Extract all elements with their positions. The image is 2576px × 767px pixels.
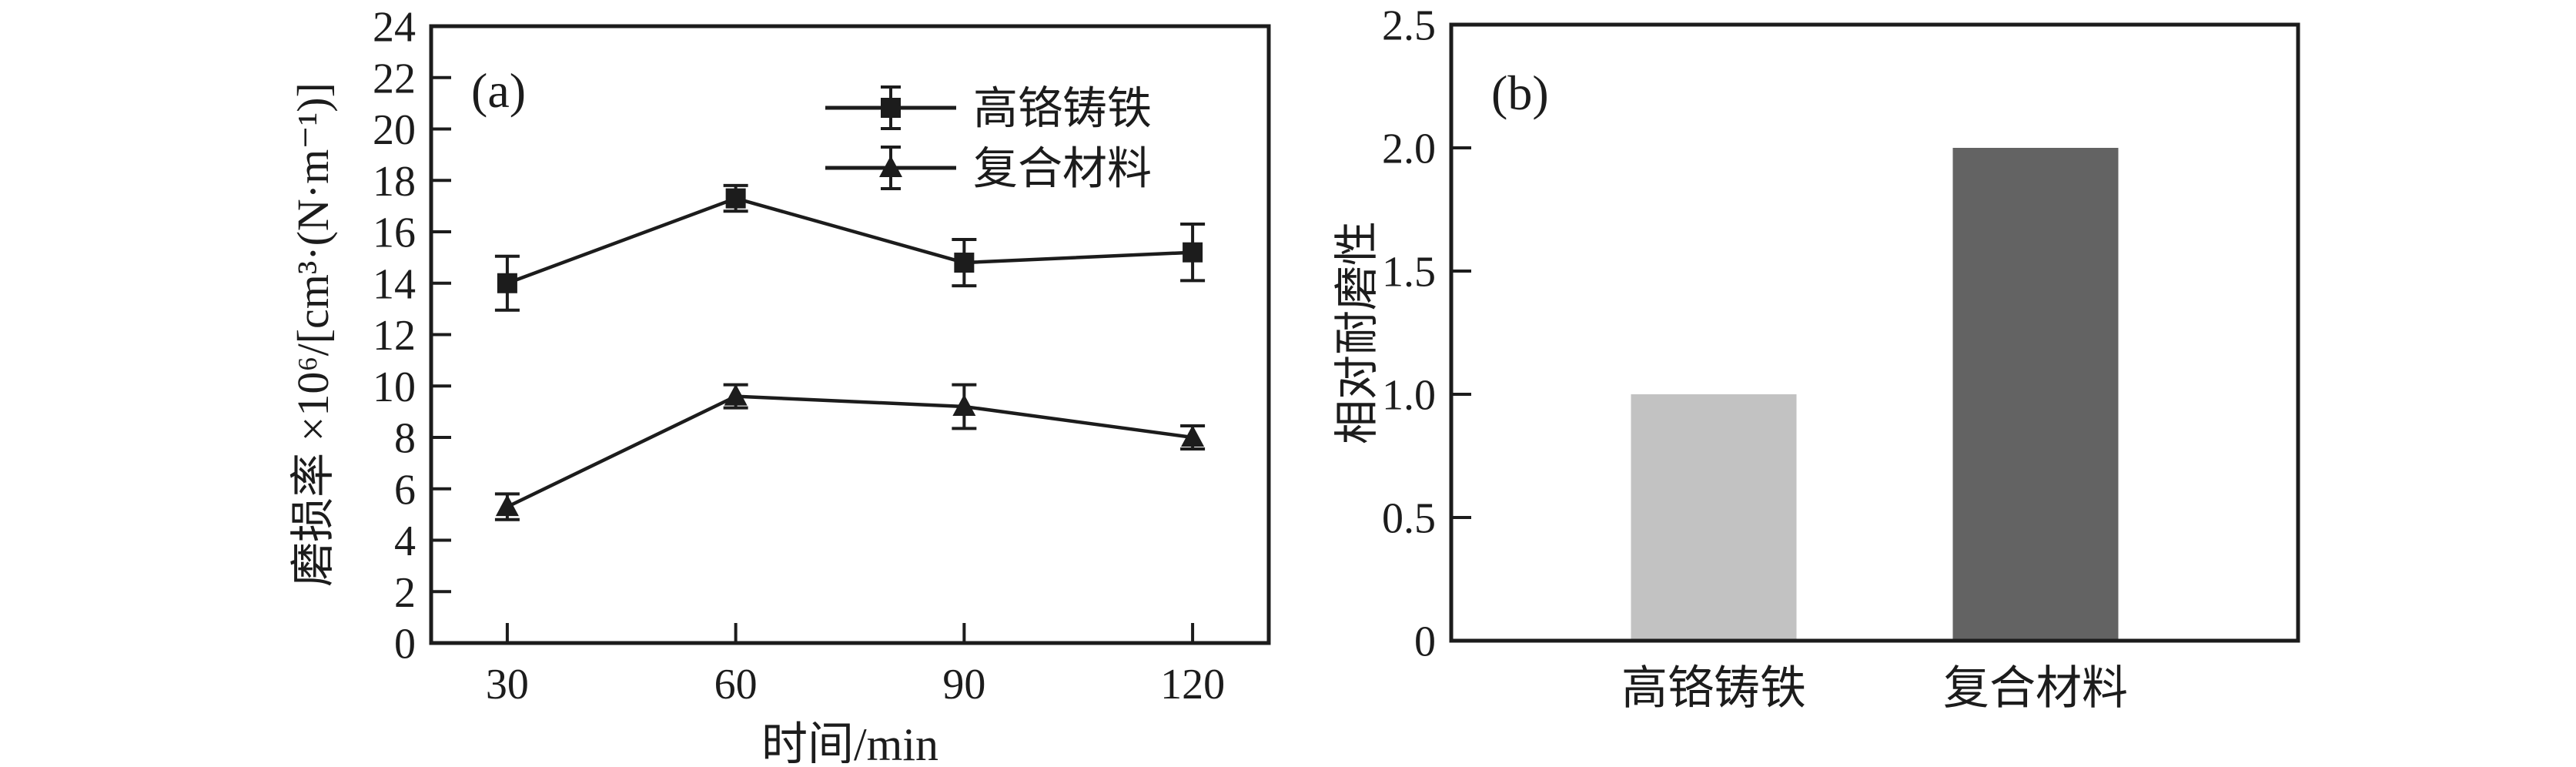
- square-marker: [725, 188, 746, 209]
- category-label: 复合材料: [1943, 663, 2128, 714]
- series-line: [506, 394, 1193, 509]
- y-tick-label: 24: [373, 4, 416, 52]
- square-marker: [1183, 242, 1203, 263]
- y-tick-label: 4: [394, 517, 416, 565]
- panel-b-y-axis-label: 相对耐磨性: [1332, 221, 1382, 444]
- legend-entry: 复合材料: [825, 143, 1152, 193]
- legend-label: 复合材料: [973, 143, 1152, 193]
- panel-a-x-axis-label: 时间/min: [761, 719, 938, 763]
- y-tick-label: 20: [373, 106, 416, 154]
- x-tick-label: 120: [1160, 661, 1225, 708]
- y-tick-label: 0: [394, 621, 416, 668]
- y-tick-label: 18: [373, 158, 416, 206]
- series-fuhecailiao: [494, 383, 1206, 521]
- x-tick-label: 30: [486, 661, 529, 708]
- y-tick-label: 0.5: [1382, 495, 1436, 543]
- panel-a-y-axis-label: 磨损率 ×10⁶/[cm³·(N·m⁻¹)]: [288, 82, 338, 587]
- triangle-marker: [724, 384, 748, 406]
- legend-label: 高铬铸铁: [973, 83, 1152, 133]
- y-tick-label: 1.0: [1382, 372, 1436, 420]
- legend-entry: 高铬铸铁: [825, 83, 1152, 133]
- panel-a-x-axis: 30 60 90 120: [486, 623, 1225, 708]
- square-marker: [881, 98, 901, 118]
- x-tick-label: 60: [714, 661, 758, 708]
- y-tick-label: 22: [373, 55, 416, 102]
- panel-b: 0 0.5 1.0 1.5 2.0 2.5 高铬铸铁 复合材料 相对耐磨性 (b): [1332, 2, 2300, 714]
- panel-b-frame: [1449, 22, 2300, 643]
- triangle-marker: [1181, 425, 1205, 447]
- y-tick-label: 10: [373, 363, 416, 411]
- series-gaogezhutie: [494, 183, 1206, 312]
- triangle-marker: [879, 156, 902, 177]
- y-tick-label: 2.0: [1382, 126, 1436, 173]
- panel-b-y-axis: 0 0.5 1.0 1.5 2.0 2.5: [1382, 2, 1471, 666]
- y-tick-label: 2: [394, 569, 416, 617]
- triangle-marker: [952, 394, 976, 416]
- y-tick-label: 16: [373, 209, 416, 257]
- y-tick-label: 2.5: [1382, 2, 1436, 50]
- x-tick-label: 90: [942, 661, 985, 708]
- triangle-marker: [495, 494, 519, 517]
- panel-a-tag: (a): [471, 63, 526, 118]
- bar-fuhecailiao: [1952, 148, 2119, 641]
- y-tick-label: 1.5: [1382, 249, 1436, 296]
- panel-b-tag: (b): [1491, 65, 1549, 120]
- y-tick-label: 6: [394, 466, 416, 514]
- square-marker: [954, 253, 975, 273]
- square-marker: [497, 273, 517, 293]
- series-line: [507, 196, 1193, 285]
- y-tick-label: 8: [394, 415, 416, 463]
- y-tick-label: 12: [373, 312, 416, 360]
- y-tick-label: 0: [1414, 618, 1436, 666]
- category-label: 高铬铸铁: [1621, 663, 1806, 714]
- y-tick-label: 14: [373, 260, 416, 308]
- bar-gaogezhutie: [1631, 394, 1797, 641]
